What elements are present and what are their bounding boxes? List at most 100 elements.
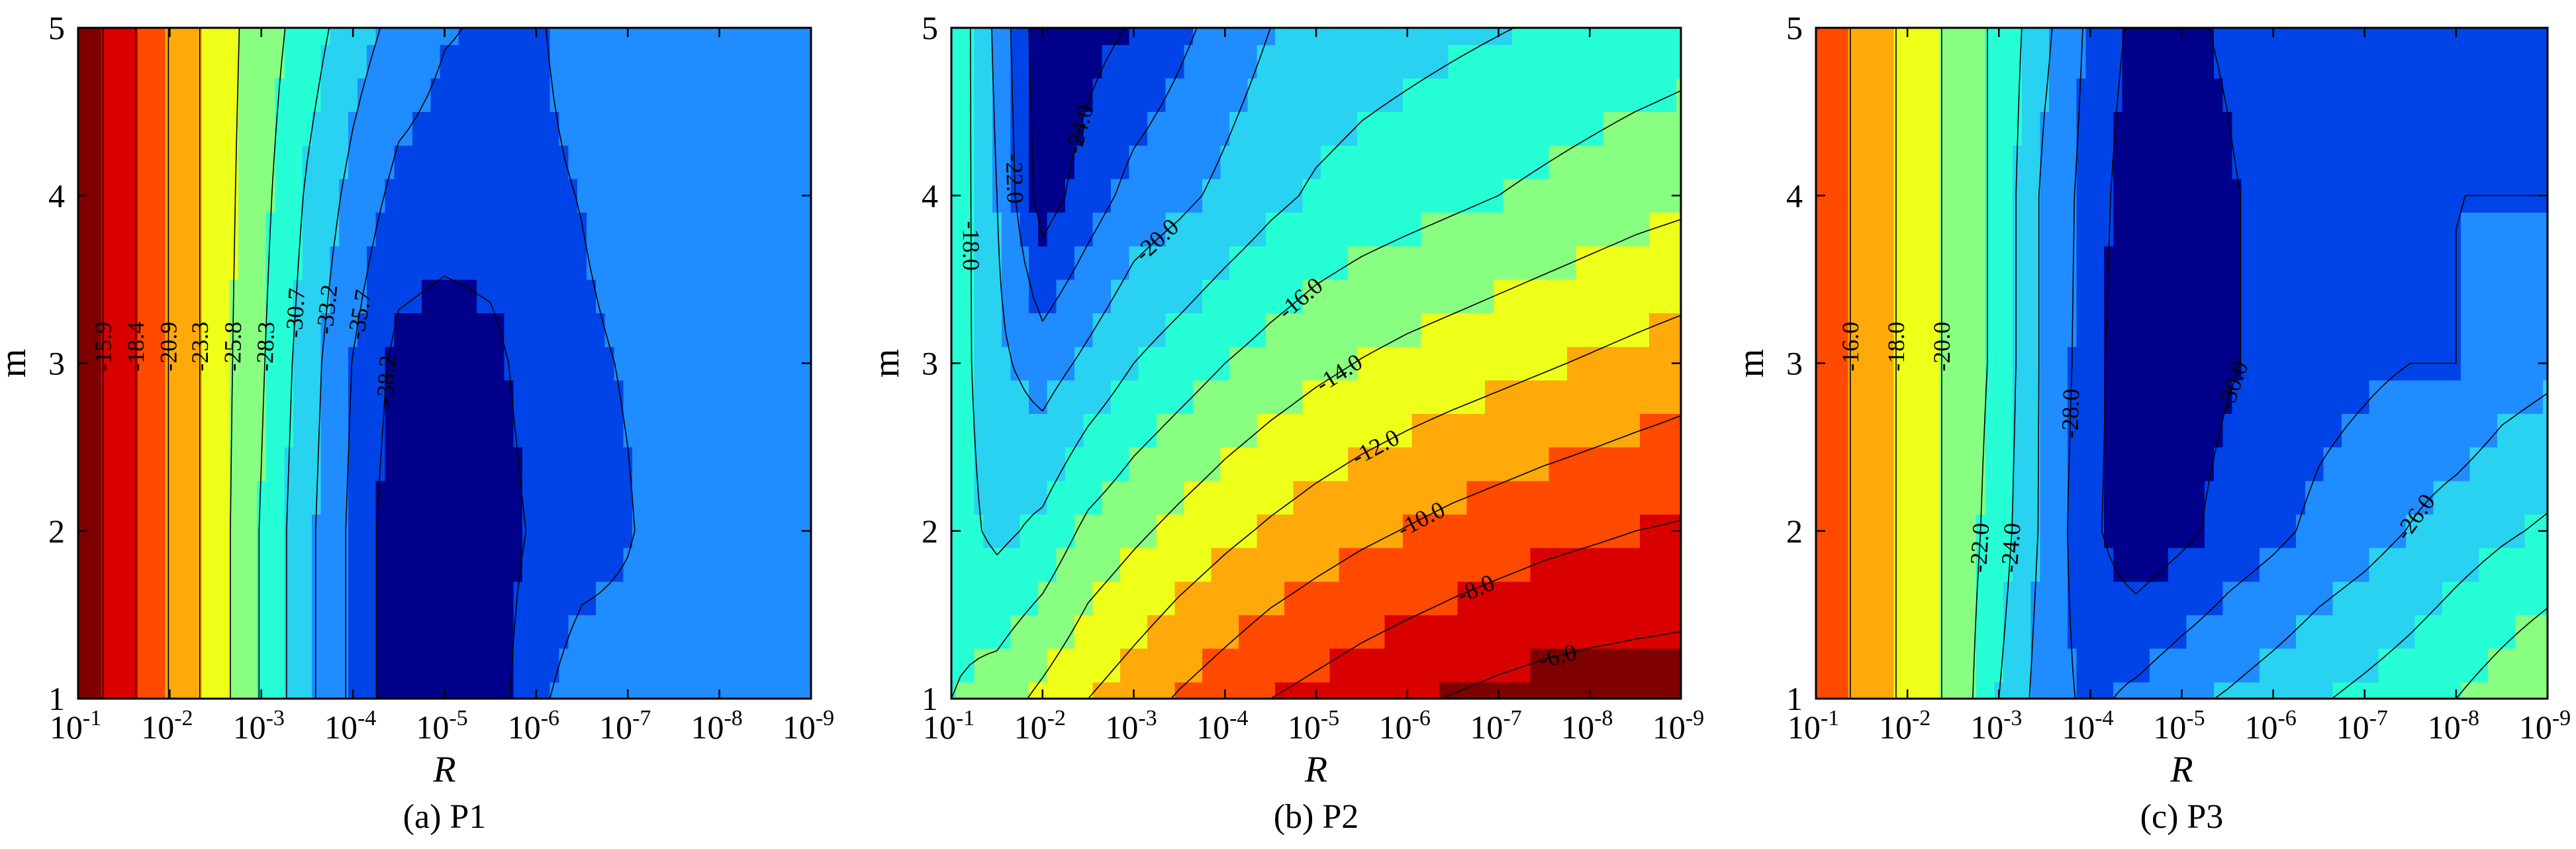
contour-cell	[403, 380, 412, 414]
contour-cell	[577, 44, 587, 78]
contour-cell	[1531, 413, 1540, 447]
contour-cell	[983, 581, 992, 615]
contour-cell	[1503, 279, 1512, 313]
contour-cell	[303, 246, 312, 279]
contour-cell	[568, 447, 577, 481]
contour-cell	[467, 648, 477, 682]
contour-cell	[1239, 246, 1248, 279]
contour-cell	[1976, 179, 1985, 213]
contour-cell	[983, 78, 992, 112]
contour-cell	[2113, 615, 2123, 648]
contour-cell	[1047, 481, 1057, 515]
contour-cell	[2241, 581, 2250, 615]
contour-cell	[2442, 179, 2452, 213]
contour-cell	[1549, 380, 1558, 414]
contour-cell	[2085, 279, 2095, 313]
contour-cell	[1658, 313, 1668, 347]
contour-cell	[651, 145, 660, 179]
contour-cell	[1193, 246, 1202, 279]
contour-cell	[1585, 246, 1594, 279]
contour-cell	[1939, 548, 1948, 581]
contour-cell	[1893, 112, 1903, 146]
contour-cell	[1667, 246, 1676, 279]
contour-cell	[761, 548, 770, 581]
contour-cell	[1857, 213, 1866, 246]
contour-cell	[541, 179, 550, 213]
contour-cell	[1821, 279, 1830, 313]
contour-cell	[596, 615, 605, 648]
contour-cell	[1138, 413, 1147, 447]
contour-cell	[1985, 313, 1995, 347]
contour-cell	[2223, 481, 2232, 515]
contour-cell	[1585, 447, 1594, 481]
contour-cell	[257, 648, 266, 682]
x-tick-label: 10-7	[1470, 706, 1521, 746]
contour-cell	[2140, 246, 2150, 279]
contour-cell	[678, 581, 687, 615]
contour-cell	[587, 112, 596, 146]
contour-cell	[687, 246, 696, 279]
contour-cell	[651, 44, 660, 78]
contour-cell	[1539, 581, 1549, 615]
contour-cell	[2296, 481, 2305, 515]
contour-cell	[1658, 145, 1668, 179]
contour-cell	[1065, 279, 1074, 313]
contour-cell	[2488, 246, 2497, 279]
contour-cell	[110, 213, 119, 246]
contour-cell	[1166, 648, 1175, 682]
contour-cell	[1430, 145, 1439, 179]
contour-cell	[1257, 447, 1266, 481]
contour-cell	[1857, 548, 1866, 581]
contour-cell	[1449, 682, 1458, 699]
contour-cell	[1348, 682, 1357, 699]
contour-cell	[1830, 179, 1839, 213]
contour-cell	[367, 481, 376, 515]
contour-cell	[1613, 481, 1622, 515]
contour-cell	[1412, 682, 1421, 699]
contour-cell	[992, 380, 1002, 414]
contour-cell	[1931, 481, 1940, 515]
contour-cell	[2195, 413, 2205, 447]
contour-cell	[1485, 44, 1494, 78]
contour-cell	[1020, 380, 1029, 414]
contour-cell	[1102, 346, 1111, 380]
contour-cell	[2104, 481, 2113, 515]
contour-cell	[238, 246, 248, 279]
contour-cell	[2177, 447, 2187, 481]
contour-cell	[2095, 246, 2104, 279]
contour-cell	[458, 548, 467, 581]
contour-cell	[2351, 112, 2360, 146]
contour-cell	[577, 112, 587, 146]
contour-cell	[119, 682, 128, 699]
contour-cell	[211, 413, 220, 447]
contour-cell	[2516, 246, 2525, 279]
contour-cell	[1912, 648, 1921, 682]
contour-cell	[2123, 648, 2132, 682]
contour-cell	[1412, 112, 1421, 146]
contour-cell	[1876, 145, 1885, 179]
contour-cell	[1248, 213, 1257, 246]
contour-cell	[532, 648, 541, 682]
contour-cell	[1056, 648, 1065, 682]
contour-cell	[522, 346, 532, 380]
contour-cell	[1893, 447, 1903, 481]
contour-cell	[165, 279, 174, 313]
contour-cell	[1912, 145, 1921, 179]
contour-cell	[1558, 279, 1567, 313]
contour-cell	[715, 581, 724, 615]
contour-cell	[669, 514, 679, 548]
contour-cell	[1120, 313, 1129, 347]
contour-cell	[761, 179, 770, 213]
contour-cell	[183, 213, 193, 246]
contour-cell	[623, 380, 632, 414]
contour-cell	[220, 615, 229, 648]
contour-cell	[1985, 145, 1995, 179]
contour-cell	[1958, 112, 1967, 146]
contour-cell	[724, 279, 734, 313]
contour-cell	[1339, 481, 1348, 515]
contour-cell	[1129, 179, 1139, 213]
contour-cell	[2140, 581, 2150, 615]
contour-cell	[2452, 481, 2461, 515]
contour-cell	[83, 78, 92, 112]
contour-cell	[2022, 447, 2031, 481]
